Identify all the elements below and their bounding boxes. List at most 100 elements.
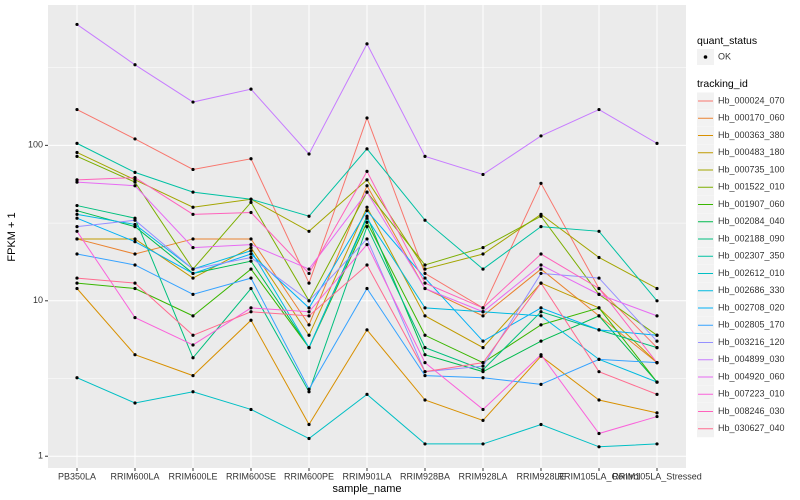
data-point [75,180,79,184]
data-point [597,107,601,112]
data-point [597,229,601,233]
data-point [655,339,659,343]
data-point [597,286,601,291]
data-point [249,318,253,322]
data-point [249,267,253,271]
data-point [191,212,195,216]
legend-label: Hb_002084_040 [718,216,785,226]
y-tick-label: 1 [38,451,43,461]
data-point [133,184,137,188]
data-point [365,392,369,396]
data-point [481,442,485,446]
data-point [365,205,369,209]
legend-label: Hb_004899_030 [718,354,785,364]
data-point [191,314,195,318]
data-point [75,216,79,220]
x-tick-label: RRIM600LE [168,471,217,481]
data-point [481,368,485,372]
data-point [423,276,427,280]
data-point [655,299,659,303]
data-point [307,333,311,337]
data-point [423,353,427,357]
data-point [597,370,601,374]
legend-label: Hb_000483_180 [718,147,785,157]
data-point [75,276,79,280]
data-point [307,323,311,327]
data-point [75,141,79,145]
data-point [481,245,485,250]
legend-label: Hb_004920_060 [718,371,785,381]
data-point [191,245,195,250]
x-tick-label: RRIM928LA [458,471,507,481]
data-point [539,134,543,138]
legend-label: Hb_002307_350 [718,251,785,261]
data-point [249,249,253,253]
data-point [655,314,659,318]
data-point [75,212,79,216]
data-point [75,209,79,213]
data-point [423,361,427,365]
data-point [191,390,195,394]
data-point [365,220,369,224]
data-point [481,310,485,314]
data-point [133,315,137,320]
data-point [191,374,195,378]
data-point [481,361,485,365]
data-point [365,209,369,213]
data-point [597,292,601,296]
legend-label: Hb_002686_330 [718,285,785,295]
data-point [655,286,659,291]
data-point [481,339,485,343]
data-point [539,252,543,256]
data-point [191,190,195,194]
legend-label: Hb_002708_020 [718,302,785,312]
data-point [539,281,543,285]
data-point [539,422,543,427]
data-point [133,222,137,227]
x-tick-label: RRIM928BA [400,471,450,481]
data-point [655,414,659,419]
x-tick-label: RRIM901LA [342,471,391,481]
data-point [133,263,137,267]
data-point [481,172,485,177]
data-point [307,152,311,156]
data-point [133,252,137,256]
data-point [307,281,311,285]
data-point [655,380,659,384]
data-point [133,137,137,141]
data-point [423,333,427,337]
data-point [307,267,311,271]
data-point [133,353,137,357]
data-point [597,398,601,402]
data-point [307,214,311,218]
data-point [539,225,543,229]
data-point [307,310,311,314]
data-point [249,197,253,201]
legend-label: Hb_007223_010 [718,389,785,399]
legend-label: Hb_000024_070 [718,95,785,105]
data-point [191,205,195,209]
data-point [655,141,659,145]
legend-label: Hb_003216_120 [718,337,785,347]
data-point [597,276,601,280]
legend-label: Hb_030627_040 [718,423,785,433]
x-tick-label: RRIM600SE [226,471,276,481]
data-point [307,271,311,276]
data-point [481,252,485,256]
data-point [307,422,311,427]
data-point [191,237,195,241]
data-point [597,306,601,310]
data-point [481,364,485,368]
data-point [75,237,79,241]
data-point [539,267,543,271]
data-point [75,150,79,155]
legend-label: Hb_000735_100 [718,164,785,174]
data-point [481,418,485,423]
data-point [539,306,543,310]
data-point [597,314,601,318]
data-point [307,229,311,233]
data-point [597,357,601,361]
legend-label: Hb_008246_030 [718,406,785,416]
data-point [133,176,137,180]
data-point [597,445,601,449]
